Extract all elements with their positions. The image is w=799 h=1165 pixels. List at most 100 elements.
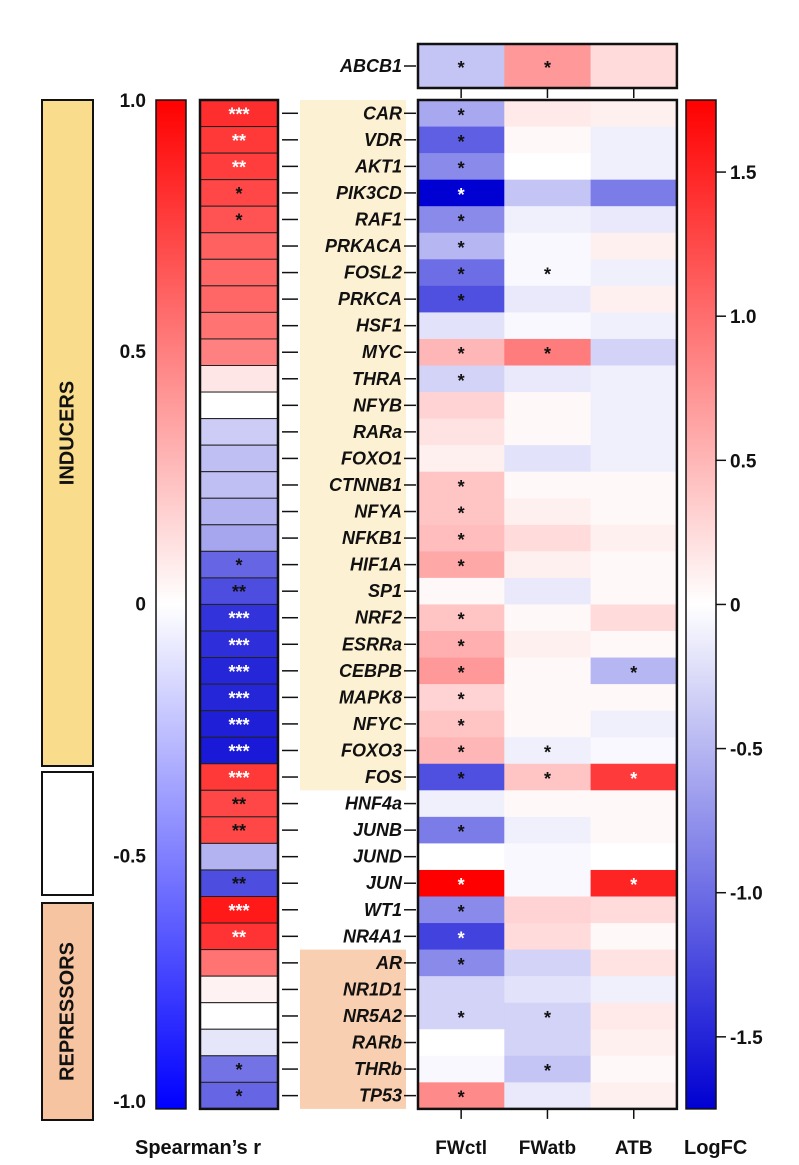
gene-label: PRKACA	[325, 236, 402, 256]
spearman-significance: **	[232, 795, 246, 815]
logfc-significance: *	[544, 1061, 551, 1081]
logfc-cell	[504, 604, 591, 632]
logfc-cell	[590, 418, 678, 446]
gene-label: SP1	[368, 581, 402, 601]
logfc-cell	[504, 338, 591, 366]
spearman-significance: ***	[228, 741, 249, 761]
logfc-cell	[590, 790, 678, 818]
spearman-significance: ***	[228, 715, 249, 735]
column-label: ATB	[615, 1138, 653, 1159]
logfc-significance: *	[458, 265, 465, 285]
logfc-cell	[418, 206, 505, 234]
spearman-significance: ***	[228, 768, 249, 788]
logfc-cell	[504, 153, 591, 181]
gene-label: RARb	[352, 1033, 402, 1053]
logfc-cell	[418, 684, 505, 712]
logfc-cell	[590, 1055, 678, 1083]
spearman-cell	[199, 365, 279, 393]
logfc-significance: *	[458, 530, 465, 550]
header-cell	[504, 44, 591, 88]
logfc-cell	[504, 657, 591, 685]
logfc-significance: *	[630, 769, 637, 789]
logfc-cell	[418, 153, 505, 181]
logfc-cell	[504, 790, 591, 818]
logfc-tick-label: 0	[730, 595, 741, 616]
gene-label: AR	[375, 953, 402, 973]
logfc-cell	[504, 551, 591, 579]
logfc-significance: *	[458, 344, 465, 364]
spearman-cell	[199, 949, 279, 977]
spearman-cell	[199, 418, 279, 446]
spearman-cell	[199, 975, 279, 1004]
logfc-cell	[504, 631, 591, 658]
spearman-cell	[199, 657, 279, 685]
spearman-cell	[199, 1081, 279, 1110]
gene-label: NFYA	[354, 502, 402, 522]
logfc-significance: *	[458, 238, 465, 258]
spearman-cell	[199, 285, 279, 313]
logfc-cell	[418, 631, 505, 658]
spearman-significance: **	[232, 582, 246, 602]
logfc-significance: *	[458, 132, 465, 152]
logfc-cell	[590, 445, 678, 473]
logfc-cell	[504, 816, 591, 844]
logfc-tick-label: 1.5	[730, 163, 757, 184]
logfc-cell	[418, 976, 505, 1004]
logfc-cell	[504, 1029, 591, 1057]
logfc-significance: *	[458, 371, 465, 391]
spearman-column-frame	[198, 98, 280, 1111]
logfc-cell	[590, 1002, 678, 1030]
spearman-cell	[199, 258, 279, 287]
logfc-cell	[418, 312, 505, 340]
group-bar-0	[41, 99, 94, 767]
spearman-significance: *	[235, 1060, 242, 1080]
spearman-significance: ***	[228, 901, 249, 921]
logfc-cell	[590, 1029, 678, 1057]
logfc-cell	[504, 737, 591, 765]
logfc-tick-label: 1.0	[730, 307, 756, 328]
logfc-cell	[590, 1082, 678, 1110]
logfc-cell	[590, 392, 678, 419]
logfc-cell	[590, 153, 678, 181]
logfc-cell	[418, 338, 505, 366]
gene-label: TP53	[359, 1086, 402, 1106]
header-significance: *	[458, 58, 465, 78]
logfc-cell	[418, 923, 505, 950]
logfc-cell	[418, 896, 505, 924]
logfc-cell	[418, 392, 505, 419]
logfc-cell	[590, 843, 678, 871]
logfc-cell	[590, 471, 678, 499]
gene-label: THRb	[354, 1059, 402, 1079]
logfc-cell	[504, 923, 591, 950]
logfc-cell	[418, 843, 505, 871]
logfc-significance: *	[544, 742, 551, 762]
logfc-cell	[590, 524, 678, 552]
spearman-significance: *	[235, 556, 242, 576]
logfc-significance: *	[458, 105, 465, 125]
spearman-colorbar	[155, 99, 187, 1110]
logfc-cell	[504, 232, 591, 260]
gene-label: RARa	[353, 422, 402, 442]
column-label: FWctl	[435, 1138, 487, 1159]
logfc-cell	[418, 179, 505, 207]
header-cell	[418, 44, 505, 88]
logfc-cell	[504, 949, 591, 977]
spearman-cell	[199, 710, 279, 738]
logfc-cell	[418, 1082, 505, 1110]
logfc-cell	[504, 259, 591, 287]
group-label-2: REPRESSORS	[57, 942, 79, 1081]
logfc-tick-label: -0.5	[730, 740, 763, 761]
logfc-significance: *	[458, 769, 465, 789]
logfc-cell	[590, 710, 678, 738]
gene-label: HNF4a	[345, 794, 402, 814]
logfc-cell	[418, 259, 505, 287]
logfc-cell	[590, 365, 678, 393]
spearman-cell	[199, 524, 279, 552]
logfc-cell	[590, 976, 678, 1004]
group-bar-1	[41, 771, 94, 896]
spearman-significance: ***	[228, 104, 249, 124]
logfc-cell	[590, 100, 678, 127]
spearman-significance: ***	[228, 609, 249, 629]
logfc-cell	[418, 949, 505, 977]
logfc-cell	[504, 418, 591, 446]
